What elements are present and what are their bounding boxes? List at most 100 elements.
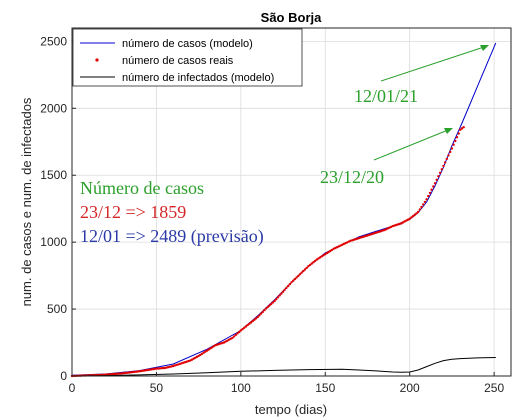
data-point xyxy=(408,217,411,220)
data-point xyxy=(285,286,288,290)
data-point xyxy=(459,128,462,131)
data-point xyxy=(236,332,239,335)
data-point xyxy=(155,367,158,370)
data-point xyxy=(243,326,246,329)
data-point xyxy=(239,329,242,332)
x-tick-label: 100 xyxy=(231,381,251,395)
data-point xyxy=(210,346,214,349)
data-point xyxy=(232,335,236,338)
data-point xyxy=(442,164,445,168)
data-point xyxy=(271,301,275,304)
data-point xyxy=(259,312,263,315)
data-point xyxy=(460,127,464,130)
x-tick-label: 0 xyxy=(69,381,76,395)
data-point xyxy=(438,171,442,174)
data-point xyxy=(308,263,312,267)
data-point xyxy=(266,305,270,309)
data-point xyxy=(244,325,248,328)
data-point xyxy=(286,284,290,288)
arrow-23-12 xyxy=(373,129,449,161)
data-point xyxy=(313,259,317,263)
y-tick-label: 2500 xyxy=(40,34,67,48)
data-point xyxy=(450,147,454,150)
data-point xyxy=(422,203,425,206)
data-point xyxy=(107,373,111,376)
x-tick-label: 250 xyxy=(484,381,504,395)
data-point xyxy=(425,198,428,201)
data-point xyxy=(418,208,421,211)
data-point xyxy=(202,351,205,354)
data-point xyxy=(298,273,302,276)
data-point xyxy=(302,269,305,273)
data-point xyxy=(310,262,313,265)
arrowhead-12-01 xyxy=(480,45,489,51)
data-point xyxy=(324,253,327,256)
y-tick-label: 2000 xyxy=(40,101,67,115)
data-point xyxy=(261,310,264,314)
annotation-date-23-12: 23/12/20 xyxy=(320,167,384,187)
data-point xyxy=(238,330,241,334)
data-point xyxy=(295,276,298,279)
legend: número de casos (modelo) número de casos… xyxy=(72,28,303,87)
data-point xyxy=(290,281,293,284)
data-point xyxy=(156,367,160,370)
data-point xyxy=(440,168,443,171)
data-point xyxy=(248,322,251,325)
data-point xyxy=(281,290,285,293)
data-point xyxy=(207,348,210,351)
x-tick-label: 150 xyxy=(315,381,335,395)
data-point xyxy=(445,157,448,161)
data-point xyxy=(452,143,455,146)
data-point xyxy=(297,274,300,278)
data-point xyxy=(433,182,437,185)
legend-label-real-cases: número de casos reais xyxy=(122,55,234,67)
data-point xyxy=(430,188,433,191)
data-point xyxy=(447,154,450,157)
y-tick-label: 0 xyxy=(60,369,67,383)
data-point xyxy=(416,210,420,214)
data-point xyxy=(462,126,465,129)
data-point xyxy=(263,308,266,312)
data-point xyxy=(303,268,307,271)
data-point xyxy=(428,191,432,195)
y-tick-label: 1500 xyxy=(40,168,67,182)
series-line-2 xyxy=(71,357,496,377)
data-point xyxy=(423,200,427,204)
plot-frame xyxy=(71,27,512,377)
data-point xyxy=(212,345,215,348)
data-point xyxy=(249,321,253,324)
data-point xyxy=(275,298,278,301)
data-point xyxy=(317,257,320,260)
data-point xyxy=(251,319,254,323)
data-point xyxy=(241,328,244,331)
y-tick-label: 500 xyxy=(47,302,67,316)
data-point xyxy=(265,307,268,310)
data-point xyxy=(329,249,332,253)
arrow-12-01 xyxy=(380,46,485,82)
data-point xyxy=(234,333,237,337)
data-point xyxy=(254,317,258,320)
data-point xyxy=(113,372,116,376)
legend-label-model-cases: número de casos (modelo) xyxy=(122,38,253,50)
y-tick-label: 1000 xyxy=(40,235,67,249)
data-point xyxy=(411,214,415,218)
y-axis-label: num. de casos e num. de infectados xyxy=(19,97,34,306)
data-point xyxy=(330,248,334,252)
x-axis-label: tempo (dias) xyxy=(255,402,327,417)
annotation-date-12-01: 12/01/21 xyxy=(354,86,418,106)
data-point xyxy=(432,185,435,188)
data-point xyxy=(293,277,297,281)
annotation-box-title: Número de casos xyxy=(80,178,204,198)
data-point xyxy=(410,216,413,219)
annotation-box-forecast: 12/01 => 2489 (previsão) xyxy=(80,226,264,247)
annotation-arrows xyxy=(373,45,489,161)
data-point xyxy=(258,314,261,317)
data-point xyxy=(276,296,280,299)
data-point xyxy=(256,315,259,319)
data-point xyxy=(454,139,457,143)
x-tick-label: 50 xyxy=(150,381,164,395)
data-point xyxy=(292,279,295,282)
data-point xyxy=(300,271,303,274)
